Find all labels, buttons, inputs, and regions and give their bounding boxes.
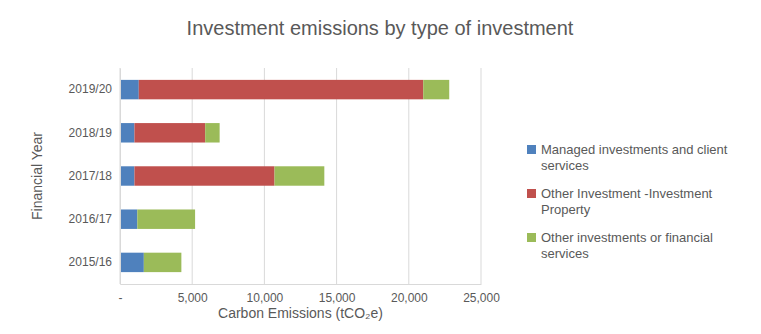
- x-axis-title: Carbon Emissions (tCO₂e): [218, 305, 383, 321]
- x-tick-label: -: [119, 291, 123, 305]
- legend-label: Managed investments and clientservices: [541, 142, 728, 173]
- grid-line: [336, 68, 337, 284]
- x-tick-label: 10,000: [247, 291, 284, 305]
- y-axis-line: [120, 69, 121, 285]
- y-axis-title: Financial Year: [29, 132, 45, 220]
- y-tick-label: 2016/17: [69, 212, 113, 226]
- bar: [275, 166, 325, 185]
- y-tick-label: 2018/19: [69, 126, 113, 140]
- bar: [139, 80, 423, 99]
- x-tick: -: [119, 284, 123, 305]
- legend-item: Managed investments and clientservices: [527, 142, 728, 173]
- grid-line: [481, 68, 482, 284]
- series: [134, 80, 423, 186]
- x-tick-label: 20,000: [391, 291, 428, 305]
- bar: [134, 123, 205, 142]
- bar: [137, 209, 195, 228]
- x-tick-label: 5,000: [178, 291, 208, 305]
- x-axis: - 5,000 10,000 15,000 20,000 25,000: [119, 284, 501, 305]
- grid-line: [120, 68, 121, 284]
- legend-label: Other Investment -InvestmentProperty: [541, 186, 713, 217]
- x-tick: 20,000: [391, 284, 428, 305]
- y-tick: 2018/19: [69, 126, 120, 140]
- y-tick-label: 2019/20: [69, 82, 113, 96]
- y-tick: 2015/16: [69, 255, 120, 269]
- bar: [205, 123, 219, 142]
- x-tick: 25,000: [463, 284, 500, 305]
- bar: [134, 166, 274, 185]
- legend-item: Other Investment -InvestmentProperty: [527, 186, 713, 217]
- legend-swatch: [527, 145, 536, 154]
- x-axis-line: [121, 284, 482, 285]
- y-tick-label: 2017/18: [69, 169, 113, 183]
- title: Investment emissions by type of investme…: [187, 17, 574, 39]
- legend-swatch: [527, 189, 536, 198]
- y-axis: 2019/20 2018/19 2017/18 2016/17 2015/16: [69, 69, 121, 285]
- legend: Managed investments and clientservices Ot…: [527, 142, 728, 261]
- x-tick: 15,000: [319, 284, 356, 305]
- grid: [120, 68, 481, 284]
- grid-line: [408, 68, 409, 284]
- y-tick-label: 2015/16: [69, 255, 113, 269]
- chart: -5,00010,00015,00020,00025,0002019/20201…: [0, 0, 761, 334]
- bar: [120, 80, 139, 99]
- bar: [144, 253, 182, 272]
- y-tick: 2019/20: [69, 82, 120, 96]
- bar: [120, 253, 144, 272]
- y-tick: 2017/18: [69, 169, 120, 183]
- x-tick-label: 25,000: [463, 291, 500, 305]
- bar: [120, 166, 134, 185]
- legend-swatch: [527, 233, 536, 242]
- x-tick-label: 15,000: [319, 291, 356, 305]
- legend-label: Other investments or financialservices: [541, 230, 713, 261]
- x-tick: 5,000: [178, 284, 208, 305]
- bars: [120, 80, 449, 272]
- bar: [120, 209, 137, 228]
- legend-item: Other investments or financialservices: [527, 230, 713, 261]
- x-tick: 10,000: [247, 284, 284, 305]
- bar: [423, 80, 449, 99]
- y-tick: 2016/17: [69, 212, 120, 226]
- bar: [120, 123, 134, 142]
- series: [137, 80, 449, 272]
